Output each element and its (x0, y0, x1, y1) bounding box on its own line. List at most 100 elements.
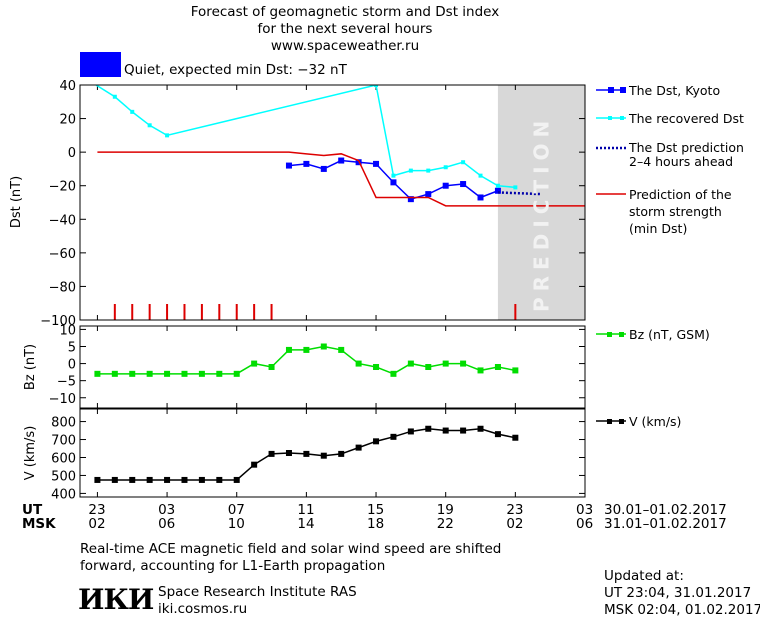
bz-series-0-point (407, 360, 414, 367)
v-series-0-point (181, 476, 188, 483)
v-y-axis-label: V (km/s) (23, 426, 38, 481)
bz-series-0-point (268, 364, 275, 370)
dst-series-0-point (460, 181, 467, 188)
bz-y-tick-label: 5 (68, 341, 76, 356)
bz-frame (79, 325, 586, 409)
dst-series-0-point (338, 157, 345, 164)
dst-series-1-point (147, 123, 152, 128)
ut-date-range: 30.01–01.02.2017 (604, 502, 727, 518)
dst-series-0-point (373, 160, 380, 167)
legend-prediction-1: The Dst prediction (629, 140, 744, 155)
ut-tick-label: 23 (506, 502, 524, 518)
v-y-tick-label: 400 (51, 487, 76, 502)
ut-tick-label: 07 (227, 502, 245, 518)
dst-y-tick-label: −60 (49, 247, 76, 262)
ut-tick-label: 19 (436, 502, 454, 518)
bz-y-tick-label: 0 (68, 358, 76, 373)
bz-series-0-point (146, 370, 153, 377)
ut-tick-label: 23 (88, 502, 106, 518)
dst-series-0-point (320, 165, 327, 172)
iki-logo: ИКИ (78, 583, 154, 616)
dst-y-tick-label: −100 (40, 314, 76, 329)
dst-y-tick-label: −40 (49, 213, 76, 228)
v-panel: 800 700 600 500 400 (51, 408, 586, 502)
ut-tick-label: 03 (576, 502, 594, 518)
bz-y-tick-label: 10 (59, 323, 76, 338)
dst-series-1-point (495, 183, 500, 188)
bz-series-0-point (129, 370, 136, 377)
v-series-0-point (460, 427, 467, 434)
dst-frame (79, 84, 586, 321)
dst-series-3-line (97, 151, 585, 207)
dst-y-tick-label: −20 (49, 180, 76, 195)
storm-status-text: Quiet, expected min Dst: −32 nT (124, 62, 347, 78)
v-series-0-point (146, 476, 153, 483)
ut-tick-label: 03 (158, 502, 176, 518)
msk-tick-label: 10 (227, 516, 245, 532)
v-y-tick-label: 500 (51, 469, 76, 484)
dst-series-1-point (408, 168, 413, 173)
legend-dst-kyoto: The Dst, Kyoto (629, 83, 721, 98)
msk-date-range: 31.01–01.02.2017 (604, 516, 727, 532)
v-series-0-point (216, 476, 223, 483)
prediction-shade (497, 85, 585, 320)
updated-ut: UT 23:04, 31.01.2017 (604, 585, 752, 601)
dst-series-1-point (426, 168, 431, 173)
bz-series-0-point (512, 367, 519, 374)
bz-series-0-point (233, 370, 240, 377)
bz-panel: 10 5 0 −5 −10 (49, 323, 586, 409)
v-series-0-point (251, 461, 258, 468)
bz-series-0-point (494, 364, 501, 370)
propagation-note-2: forward, accounting for L1-Earth propaga… (80, 558, 386, 574)
bz-series-0-point (181, 370, 188, 377)
msk-tick-label: 06 (576, 516, 594, 532)
dst-series-1-point (112, 94, 117, 99)
legend-prediction-2: 2–4 hours ahead (629, 154, 734, 169)
bz-series-0-point (355, 360, 362, 367)
v-series-0-point (442, 427, 449, 434)
bz-y-tick-label: −10 (49, 392, 76, 407)
dst-series-2-line (497, 191, 542, 196)
v-series-0-point (494, 431, 501, 438)
legend-bz: Bz (nT, GSM) (629, 327, 710, 342)
chart-title-line-1: Forecast of geomagnetic storm and Dst in… (190, 4, 500, 20)
dst-y-tick-label: −80 (49, 280, 76, 295)
dst-panel: 40 20 0 −20 −40 −60 −80 −100 PREDICTION (40, 73, 586, 329)
ut-axis-label: UT (22, 502, 43, 518)
storm-status-swatch (80, 52, 121, 77)
v-series-0-point (407, 428, 414, 435)
msk-tick-label: 22 (436, 516, 454, 532)
bz-series-0-point (285, 346, 292, 353)
dst-y-tick-label: 0 (68, 146, 76, 161)
website-line: www.spaceweather.ru (270, 38, 420, 54)
dst-series-0-point (407, 196, 414, 203)
dst-series-1-point (165, 133, 170, 138)
v-series-0-point (198, 476, 205, 483)
v-series-0-point (94, 476, 101, 483)
dst-series-1-line (94, 85, 516, 189)
dst-series-1-point (391, 173, 396, 178)
dst-series-1-point (478, 173, 483, 178)
legend-strength-2: storm strength (629, 204, 722, 219)
bz-series-0-point (442, 360, 449, 367)
bz-series-0-point (94, 370, 101, 377)
bz-series-0-point (303, 346, 310, 353)
bz-y-axis-label: Bz (nT) (23, 344, 38, 390)
msk-axis-label: MSK (22, 516, 56, 532)
bz-series-0-point (338, 346, 345, 353)
ut-tick-label: 11 (297, 502, 315, 518)
bz-series-0-point (477, 367, 484, 374)
bz-series-0-point (460, 360, 467, 367)
v-series-0-point (390, 433, 397, 440)
v-series-0-point (233, 476, 240, 483)
v-series-0-point (355, 444, 362, 451)
institute-website[interactable]: iki.cosmos.ru (158, 601, 248, 617)
dst-series-1-point (130, 109, 135, 114)
dst-series-1-point (78, 73, 82, 77)
v-series-0-point (164, 476, 171, 483)
v-series-0-point (285, 450, 292, 456)
bz-series-0-point (373, 364, 380, 370)
bz-series-0-point (251, 360, 258, 367)
msk-tick-label: 06 (158, 516, 176, 532)
